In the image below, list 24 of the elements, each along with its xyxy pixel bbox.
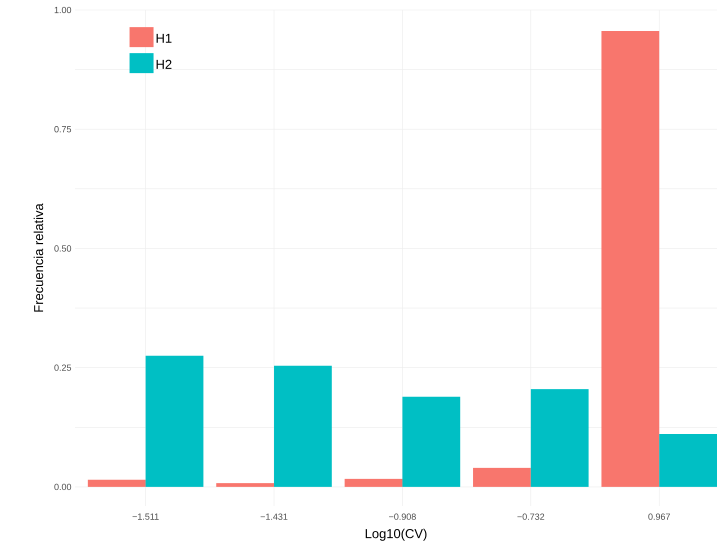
bar bbox=[274, 366, 332, 487]
y-tick-label: 0.00 bbox=[54, 484, 72, 490]
x-tick-label: −0.908 bbox=[389, 514, 416, 520]
x-axis-title: Log10(CV) bbox=[366, 528, 427, 541]
bar bbox=[601, 30, 660, 487]
bar bbox=[344, 478, 402, 487]
y-tick-label: 0.25 bbox=[54, 364, 72, 371]
bar bbox=[88, 480, 146, 487]
x-tick-label: −0.732 bbox=[517, 514, 544, 520]
y-axis-title: Frecuencia relativa bbox=[34, 203, 44, 312]
bar bbox=[146, 356, 204, 487]
legend-label: H1 bbox=[156, 34, 172, 43]
bar bbox=[473, 468, 531, 487]
x-tick-label: −1.431 bbox=[260, 514, 288, 520]
bar bbox=[216, 483, 274, 487]
x-tick-label: 0.967 bbox=[648, 514, 670, 520]
bar bbox=[659, 434, 718, 487]
x-tick-label: −1.511 bbox=[132, 514, 159, 520]
y-tick-label: 1.00 bbox=[54, 6, 72, 14]
y-tick-label: 0.75 bbox=[54, 126, 72, 132]
bar bbox=[530, 389, 589, 487]
bar bbox=[402, 396, 460, 487]
legend-label: H2 bbox=[156, 60, 172, 69]
y-tick-label: 0.50 bbox=[54, 245, 72, 252]
